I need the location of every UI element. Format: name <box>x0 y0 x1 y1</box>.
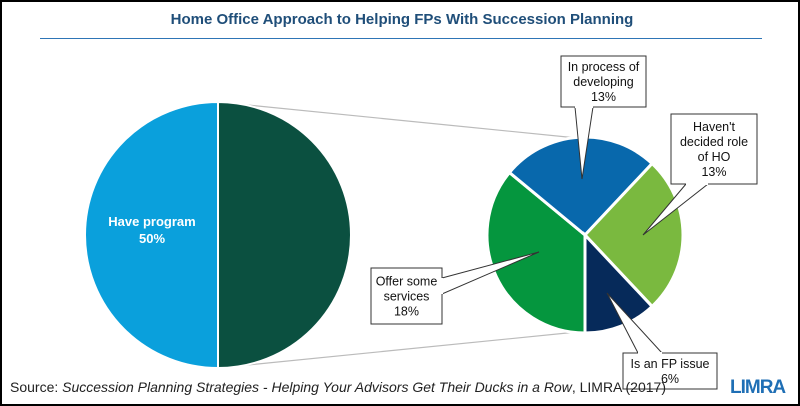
callout-label: Offer some <box>376 275 438 289</box>
callout-label: Is an FP issue <box>631 357 710 371</box>
callout-label: In process of <box>568 60 640 74</box>
callout-label: 13% <box>591 90 616 104</box>
callout-label: Haven't <box>693 120 736 134</box>
source-note: Source: Succession Planning Strategies -… <box>10 379 666 395</box>
connector-line-top <box>217 101 578 139</box>
chart-title: Home Office Approach to Helping FPs With… <box>170 11 634 28</box>
source-prefix: Source: <box>10 379 63 395</box>
callout-label: 18% <box>394 305 419 319</box>
callout-label: 6% <box>661 372 679 386</box>
callout-box <box>622 352 718 390</box>
connector-line-bottom <box>217 331 578 369</box>
callout-label: decided role <box>680 135 748 149</box>
callout-label: 13% <box>701 165 726 179</box>
main-pie-label: 50% <box>139 231 165 246</box>
callout-label: of HO <box>698 150 731 164</box>
callout-box <box>670 113 758 185</box>
callout-label: services <box>384 290 430 304</box>
title-divider <box>40 38 762 39</box>
source-title: Succession Planning Strategies - Helping… <box>62 379 572 395</box>
main-pie-slice-0 <box>84 100 219 370</box>
sub-pie-slice-2 <box>582 161 685 309</box>
callout-box <box>370 267 443 325</box>
main-pie-label: Have program <box>108 214 195 229</box>
main-pie-slice-1 <box>217 100 352 370</box>
sub-pie-slice-3 <box>583 231 655 335</box>
limra-logo: LIMRA <box>730 377 786 398</box>
source-suffix: , LIMRA (2017) <box>571 379 666 395</box>
callout-box <box>560 55 647 108</box>
callout-label: developing <box>573 75 634 89</box>
